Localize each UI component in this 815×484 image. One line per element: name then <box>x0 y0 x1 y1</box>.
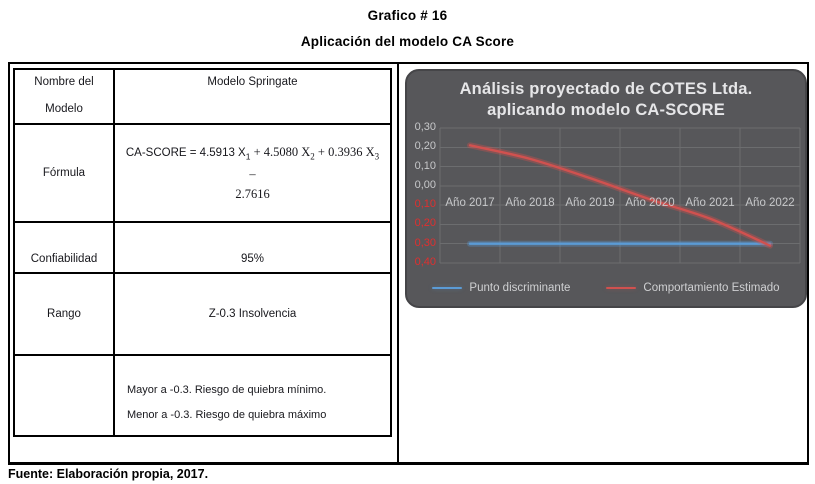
formula-constant: 2.7616 <box>235 186 270 201</box>
formula-part-serif: + 4.5080 X <box>250 144 311 159</box>
y-axis-tick-label: 0,30 <box>414 236 436 249</box>
legend-label: Punto discriminante <box>469 282 571 294</box>
criterios-label-cell <box>15 356 115 435</box>
table-row-formula: Fórmula CA-SCORE = 4.5913 X1 + 4.5080 X2… <box>15 123 390 221</box>
x-axis-label: Año 2020 <box>625 197 675 209</box>
table-row-nombre: Nombre del Modelo Modelo Springate <box>15 70 390 123</box>
y-axis-tick-label: 0,00 <box>414 178 436 191</box>
criterios-value-cell: Mayor a -0.3. Riesgo de quiebra mínimo. … <box>115 356 390 435</box>
y-axis-tick-label: 0,10 <box>414 159 436 172</box>
model-table: Nombre del Modelo Modelo Springate Fórmu… <box>13 68 392 437</box>
x-axis-label: Año 2021 <box>685 197 735 209</box>
confiabilidad-label-cell: Confiabilidad <box>15 223 115 272</box>
formula-value-cell: CA-SCORE = 4.5913 X1 + 4.5080 X2 + 0.393… <box>115 125 390 221</box>
formula-part-serif: – <box>249 166 256 181</box>
formula-subscript-3: 3 <box>374 150 380 161</box>
chart-title-line1: Análisis proyectado de COTES Ltda. <box>459 80 753 98</box>
formula-text: CA-SCORE = 4.5913 X1 + 4.5080 X2 + 0.393… <box>123 142 382 205</box>
plot-svg <box>439 127 801 264</box>
y-axis-tick-label: 0,30 <box>414 121 436 133</box>
table-row-criterios: Mayor a -0.3. Riesgo de quiebra mínimo. … <box>15 354 390 435</box>
formula-part-serif: + 0.3936 X <box>314 144 375 159</box>
chart-title: Análisis proyectado de COTES Ltda. aplic… <box>407 79 805 122</box>
confiabilidad-label: Confiabilidad <box>30 253 98 265</box>
legend-item: Punto discriminante <box>432 282 570 294</box>
source-note: Fuente: Elaboración propia, 2017. <box>8 467 209 481</box>
criterio-menor: Menor a -0.3. Riesgo de quiebra máximo <box>127 409 327 421</box>
rango-value-cell: Z-0.3 Insolvencia <box>115 274 390 354</box>
page-subtitle: Aplicación del modelo CA Score <box>300 34 515 49</box>
figure-frame <box>8 62 809 465</box>
formula-subscript-1: 1 <box>245 150 251 161</box>
nombre-label-cell: Nombre del Modelo <box>15 70 115 123</box>
y-axis-tick-label: 0,20 <box>414 217 436 230</box>
confiabilidad-value-cell: 95% <box>115 223 390 272</box>
frame-column-divider <box>397 64 399 462</box>
y-axis-tick-label: 0,40 <box>414 256 436 268</box>
x-axis-label: Año 2018 <box>505 197 555 209</box>
x-axis-label: Año 2019 <box>565 197 615 209</box>
nombre-value: Modelo Springate <box>207 76 298 88</box>
rango-label: Rango <box>47 308 81 320</box>
legend-item: Comportamiento Estimado <box>606 282 780 294</box>
plot-area <box>439 127 801 264</box>
legend-marker <box>432 287 463 289</box>
rango-label-cell: Rango <box>15 274 115 354</box>
table-row-confiabilidad: Confiabilidad 95% <box>15 221 390 272</box>
formula-subscript-2: 2 <box>310 150 315 161</box>
series-line-estimado <box>468 144 772 247</box>
page-title: Grafico # 16 <box>367 8 448 23</box>
formula-label: Fórmula <box>42 167 86 179</box>
x-axis-label: Año 2022 <box>745 197 795 209</box>
criterio-mayor: Mayor a -0.3. Riesgo de quiebra mínimo. <box>127 384 327 396</box>
formula-label-cell: Fórmula <box>15 125 115 221</box>
nombre-label-line1: Nombre del <box>34 76 94 88</box>
chart-title-line2: aplicando modelo CA-SCORE <box>487 101 725 120</box>
y-axis-tick-label: 0,10 <box>414 198 436 211</box>
legend-label: Comportamiento Estimado <box>643 282 780 294</box>
table-row-rango: Rango Z-0.3 Insolvencia <box>15 272 390 354</box>
formula-part-sans: CA-SCORE = 4.5913 X <box>125 146 246 159</box>
confiabilidad-value: 95% <box>240 253 265 265</box>
ca-score-chart: Análisis proyectado de COTES Ltda. aplic… <box>405 69 807 308</box>
y-axis-tick-label: 0,20 <box>414 140 436 153</box>
chart-legend: Punto discriminante Comportamiento Estima… <box>407 282 805 294</box>
x-axis-label: Año 2017 <box>445 197 495 209</box>
legend-marker <box>606 287 637 289</box>
rango-value: Z-0.3 Insolvencia <box>208 308 297 320</box>
nombre-value-cell: Modelo Springate <box>115 70 390 123</box>
nombre-label-line2: Modelo <box>45 103 83 115</box>
